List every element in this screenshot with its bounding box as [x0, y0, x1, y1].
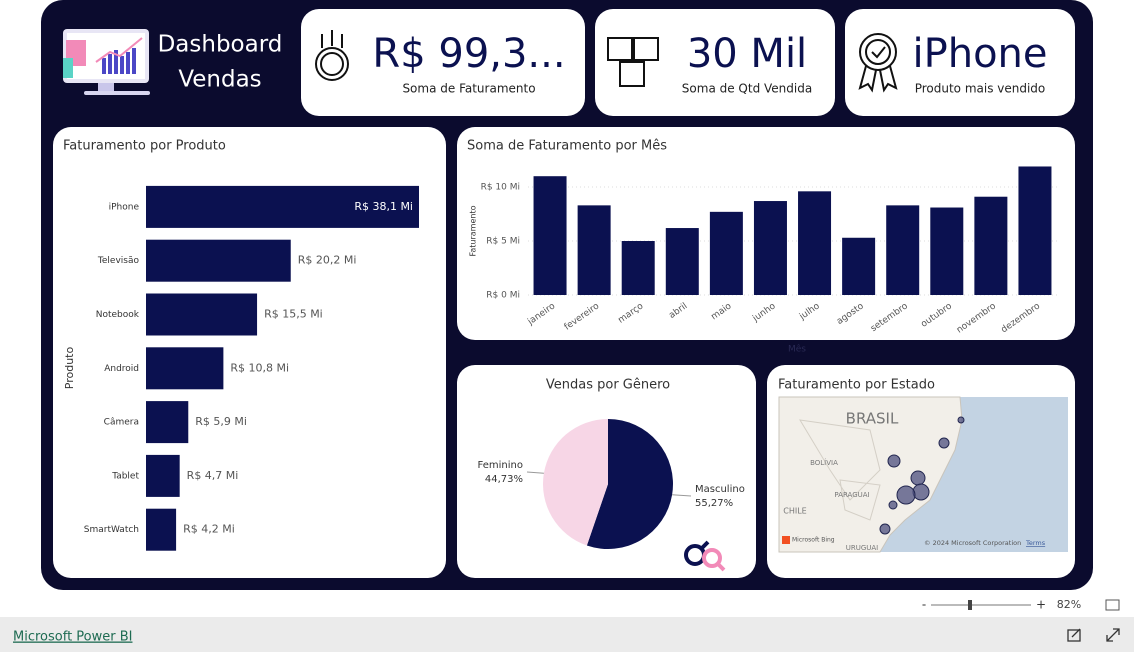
- axis-label: Faturamento: [469, 205, 478, 256]
- bar: [146, 347, 224, 390]
- bar: [146, 454, 180, 497]
- kpi-card: [845, 9, 1075, 116]
- y-tick-label: SmartWatch: [84, 525, 139, 535]
- y-tick-label: Tablet: [111, 471, 139, 481]
- y-tick-label: R$ 5 Mi: [486, 237, 520, 247]
- axis-label: Produto: [63, 347, 76, 390]
- data-label: R$ 5,9 Mi: [195, 415, 247, 428]
- chart-title: Soma de Faturamento por Mês: [467, 139, 667, 154]
- y-tick-label: R$ 0 Mi: [486, 291, 520, 301]
- map-attribution: © 2024 Microsoft Corporation: [924, 539, 1021, 547]
- y-tick-label: iPhone: [109, 202, 140, 212]
- kpi-value: R$ 99,3...: [372, 31, 565, 77]
- map-label: PARAGUAI: [834, 491, 869, 499]
- data-label: 44,73%: [485, 474, 523, 485]
- legend-label: Masculino: [695, 484, 745, 495]
- y-tick-label: R$ 10 Mi: [481, 183, 520, 193]
- power-bi-link[interactable]: Microsoft Power BI: [13, 630, 132, 645]
- bar: [665, 228, 699, 295]
- bar: [146, 401, 189, 444]
- data-label: R$ 4,7 Mi: [187, 469, 239, 482]
- footer-bar: [0, 617, 1134, 652]
- kpi-card: [301, 9, 585, 116]
- zoom-thumb[interactable]: [968, 600, 972, 610]
- bar: [842, 237, 876, 295]
- fit-button[interactable]: [1105, 599, 1120, 611]
- map-provider: Microsoft Bing: [792, 537, 835, 544]
- bar: [146, 185, 419, 228]
- data-label: R$ 15,5 Mi: [264, 308, 323, 321]
- y-tick-label: Televisão: [97, 256, 140, 266]
- bar: [930, 207, 964, 295]
- map-label: BOLÍVIA: [810, 458, 838, 467]
- kpi-icon: [607, 37, 659, 87]
- leader-line: [526, 471, 544, 474]
- map-terms[interactable]: Terms: [1025, 539, 1046, 547]
- zoom-level: 82%: [1057, 598, 1081, 611]
- bar: [146, 239, 291, 282]
- bar: [533, 176, 567, 295]
- y-tick-label: Câmera: [104, 418, 139, 428]
- zoom-out[interactable]: -: [922, 598, 926, 612]
- kpi-icon: [315, 30, 349, 81]
- map-label: URUGUAI: [846, 544, 879, 552]
- bar: [621, 241, 655, 295]
- bar: [798, 191, 832, 295]
- pie-slice: [586, 419, 673, 549]
- axis-label: Mês: [788, 344, 806, 355]
- bar: [709, 211, 743, 295]
- leader-line: [672, 494, 692, 497]
- bar: [1018, 166, 1052, 295]
- data-label: R$ 20,2 Mi: [298, 254, 357, 267]
- share-button[interactable]: [1067, 628, 1081, 642]
- data-label: R$ 38,1 Mi: [354, 200, 413, 213]
- chart-title: Faturamento por Produto: [63, 139, 226, 154]
- kpi-card: [595, 9, 835, 116]
- kpi-icon: [858, 33, 898, 93]
- gender-icon: [684, 540, 726, 572]
- bar: [974, 196, 1008, 295]
- fullscreen-button[interactable]: [1106, 628, 1120, 642]
- bar: [753, 201, 787, 295]
- bar: [146, 508, 177, 551]
- data-label: R$ 4,2 Mi: [183, 523, 235, 536]
- dashboard-title: Dashboard: [158, 32, 283, 58]
- y-tick-label: Android: [104, 364, 139, 374]
- chart-title: Vendas por Gênero: [546, 378, 670, 393]
- legend-label: Feminino: [478, 460, 523, 471]
- kpi-label: Soma de Faturamento: [402, 82, 535, 96]
- kpi-value: 30 Mil: [687, 31, 807, 77]
- pie-slice: [542, 419, 608, 546]
- map-label: BRASIL: [846, 410, 899, 428]
- zoom-in[interactable]: +: [1036, 598, 1046, 612]
- map-label: CHILE: [783, 507, 806, 516]
- data-label: 55,27%: [695, 498, 733, 509]
- bar: [577, 205, 611, 295]
- data-label: R$ 10,8 Mi: [230, 361, 289, 374]
- dashboard-title: Vendas: [178, 67, 261, 93]
- y-tick-label: Notebook: [96, 310, 140, 320]
- kpi-label: Produto mais vendido: [915, 82, 1046, 96]
- chart-title: Faturamento por Estado: [778, 378, 935, 393]
- kpi-value: iPhone: [912, 31, 1047, 77]
- logo: [63, 29, 150, 95]
- bar: [146, 293, 258, 336]
- kpi-label: Soma de Qtd Vendida: [682, 82, 812, 96]
- bar: [886, 205, 920, 295]
- map: [778, 396, 1068, 553]
